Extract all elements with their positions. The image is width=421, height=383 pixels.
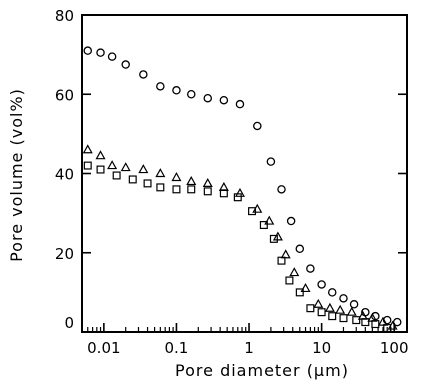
data-point-square bbox=[233, 193, 242, 202]
x-axis-ticks: 0.01 0.1 1 10 100 bbox=[81, 323, 409, 357]
data-point-circle bbox=[121, 60, 130, 69]
data-point-square bbox=[259, 221, 268, 230]
data-point-circle bbox=[219, 95, 229, 105]
x-tick-label: 1 bbox=[244, 339, 254, 357]
plot-area-border bbox=[81, 14, 408, 333]
data-point-square bbox=[339, 314, 348, 323]
data-point-circle bbox=[96, 48, 105, 57]
data-point-square bbox=[187, 185, 196, 194]
data-point-triangle bbox=[120, 162, 131, 172]
plot-frame bbox=[81, 14, 408, 333]
data-point-circle bbox=[139, 70, 148, 79]
data-point-square bbox=[328, 312, 337, 321]
data-point-triangle bbox=[155, 168, 166, 178]
data-point-circle bbox=[253, 121, 262, 131]
data-point-triangle bbox=[324, 302, 335, 312]
x-tick-label: 10 bbox=[312, 339, 331, 357]
y-tick-label: 40 bbox=[55, 166, 74, 184]
data-point-square bbox=[112, 171, 121, 180]
data-point-square bbox=[143, 179, 152, 188]
data-point-triangle bbox=[335, 304, 346, 314]
data-point-circle bbox=[339, 294, 348, 303]
data-point-triangle bbox=[300, 282, 311, 293]
data-point-circle bbox=[277, 185, 286, 194]
data-point-triangle bbox=[107, 160, 118, 170]
y-tick-label: 80 bbox=[55, 7, 74, 25]
data-point-triangle bbox=[202, 177, 213, 188]
x-tick-label: 0.1 bbox=[165, 339, 189, 357]
data-point-circle bbox=[392, 317, 402, 327]
data-point-circle bbox=[286, 216, 296, 226]
data-point-square bbox=[203, 187, 212, 196]
data-point-square bbox=[295, 288, 304, 297]
data-point-triangle bbox=[186, 175, 197, 186]
data-point-triangle bbox=[218, 181, 229, 191]
data-point-triangle bbox=[234, 187, 245, 197]
data-point-circle bbox=[187, 90, 196, 99]
data-point-square bbox=[383, 324, 392, 333]
data-point-square bbox=[128, 175, 137, 184]
data-point-square bbox=[96, 165, 105, 174]
data-point-circle bbox=[306, 264, 315, 273]
data-point-square bbox=[352, 316, 361, 325]
x-tick-label: 0.01 bbox=[87, 339, 120, 357]
data-point-square bbox=[285, 276, 294, 285]
data-point-square bbox=[371, 320, 380, 329]
data-point-circle bbox=[349, 300, 359, 309]
data-point-triangle bbox=[289, 267, 300, 277]
data-point-triangle bbox=[377, 316, 388, 326]
data-point-triangle bbox=[138, 164, 149, 174]
series-circle bbox=[83, 46, 402, 327]
data-series-layer bbox=[82, 46, 402, 333]
data-point-square bbox=[156, 183, 165, 192]
series-triangle bbox=[82, 144, 398, 330]
x-tick-label: 100 bbox=[380, 339, 409, 357]
data-point-triangle bbox=[95, 150, 106, 160]
data-point-circle bbox=[295, 244, 305, 254]
data-point-square bbox=[277, 256, 286, 265]
data-point-square bbox=[172, 185, 181, 194]
data-point-circle bbox=[266, 157, 276, 166]
data-point-square bbox=[219, 189, 228, 198]
data-point-triangle bbox=[171, 172, 182, 182]
data-point-square bbox=[361, 318, 370, 327]
y-tick-label: 20 bbox=[55, 245, 74, 263]
data-point-triangle bbox=[280, 249, 291, 259]
y-axis-title: Pore volume (vol%) bbox=[7, 88, 26, 262]
y-tick-label: 60 bbox=[55, 86, 74, 104]
data-point-circle bbox=[317, 280, 326, 289]
data-point-circle bbox=[172, 86, 181, 95]
data-point-triangle bbox=[82, 144, 93, 154]
data-point-circle bbox=[83, 46, 92, 55]
data-point-square bbox=[317, 308, 326, 317]
data-point-circle bbox=[327, 288, 337, 297]
data-point-square bbox=[269, 234, 278, 243]
data-point-circle bbox=[107, 52, 117, 61]
x-axis-title: Pore diameter (μm) bbox=[175, 361, 349, 380]
data-point-circle bbox=[235, 99, 245, 109]
data-point-circle bbox=[203, 93, 213, 103]
data-point-triangle bbox=[346, 306, 357, 316]
data-point-square bbox=[306, 304, 315, 313]
data-point-triangle bbox=[313, 298, 324, 308]
data-point-square bbox=[248, 207, 257, 216]
y-tick-label: 0 bbox=[64, 314, 74, 332]
data-point-triangle bbox=[264, 215, 275, 225]
series-square bbox=[83, 161, 392, 333]
data-point-triangle bbox=[252, 203, 263, 213]
data-point-triangle bbox=[272, 231, 283, 241]
data-point-circle bbox=[156, 82, 165, 91]
data-point-square bbox=[83, 161, 92, 170]
y-axis-ticks: 0 20 40 60 80 bbox=[55, 7, 407, 333]
